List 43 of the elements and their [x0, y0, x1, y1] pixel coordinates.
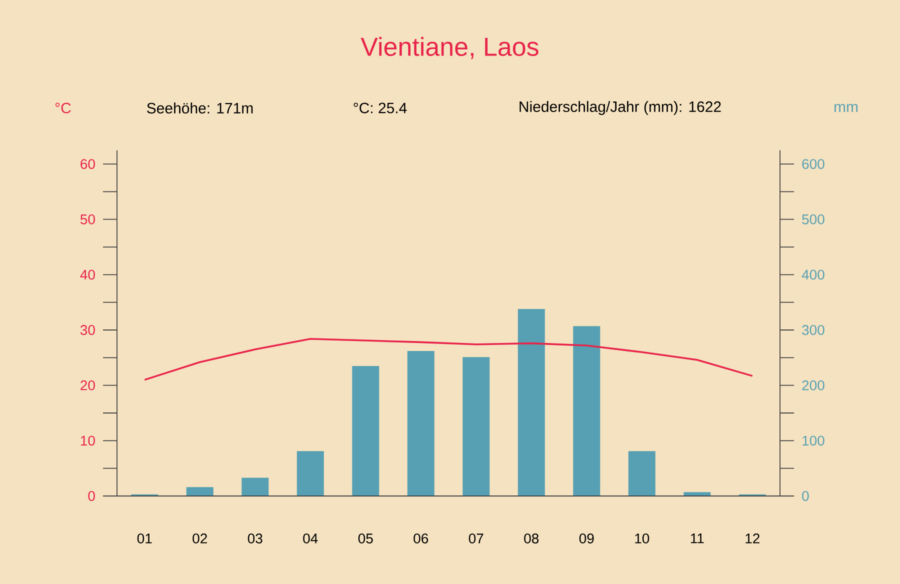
bar [352, 366, 380, 496]
y2-tick-label: 600 [802, 159, 824, 169]
bar [684, 492, 711, 496]
x-tick-label: 10 [635, 534, 650, 544]
bar [628, 451, 656, 496]
y2-axis-title: mm [834, 104, 858, 112]
y2-tick-label: 300 [802, 325, 824, 335]
y2-tick-label: 200 [802, 380, 824, 390]
x-tick-label: 06 [414, 534, 428, 544]
bar [573, 326, 600, 496]
chart-title: Vientiane, Laos [360, 36, 538, 60]
x-tick-label: 02 [192, 534, 207, 544]
x-tick-label: 04 [303, 534, 318, 544]
x-tick-label: 11 [690, 534, 704, 544]
text: °C: 25.4 [354, 102, 407, 114]
y2-tick-label: 400 [802, 270, 824, 280]
y2-tick-label: 0 [802, 491, 809, 501]
x-tick-label: 01 [137, 534, 152, 544]
y-tick-label: 40 [80, 270, 95, 280]
x-tick-label: 07 [468, 534, 484, 544]
bar [518, 308, 545, 496]
y-tick-label: 10 [80, 436, 95, 446]
bar [186, 487, 214, 496]
bar [462, 357, 490, 496]
y2-tick-label: 100 [802, 436, 824, 446]
bar [407, 351, 434, 496]
y-tick-label: 0 [88, 491, 95, 501]
y-tick-label: 60 [80, 159, 95, 169]
y-tick-label: 50 [80, 214, 95, 224]
y-axis-title: °C [55, 102, 71, 114]
text: Niederschlag/Jahr (mm): 1622 [520, 100, 721, 115]
x-tick-label: 03 [248, 534, 262, 544]
y2-tick-label: 500 [802, 214, 824, 224]
x-tick-label: 08 [524, 534, 539, 544]
bar [296, 451, 324, 496]
y-tick-label: 20 [80, 380, 95, 390]
line-series [144, 338, 754, 381]
text: Seehöhe: 171m [147, 102, 253, 114]
x-tick-label: 05 [358, 534, 373, 544]
y-tick-label: 30 [80, 325, 95, 335]
x-tick-label: 09 [579, 534, 594, 544]
bar [242, 478, 269, 496]
x-tick-label: 12 [746, 534, 760, 544]
